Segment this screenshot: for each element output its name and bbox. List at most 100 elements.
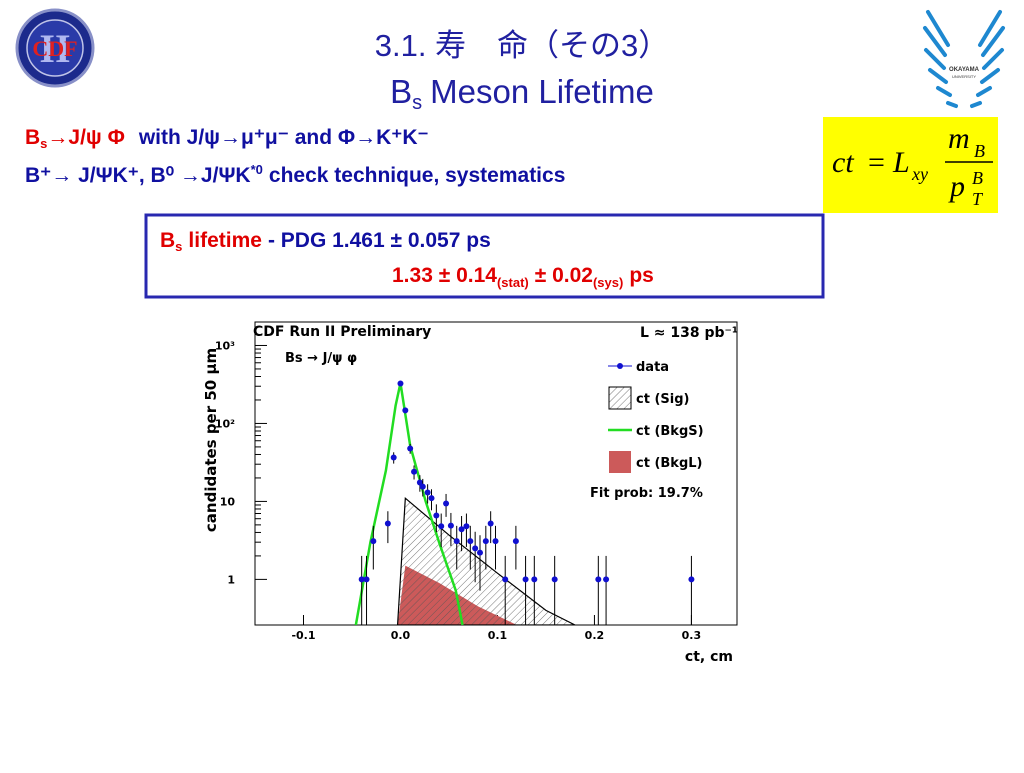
subtitle-part: Meson Lifetime xyxy=(430,73,654,110)
data-point xyxy=(502,576,509,583)
data-point xyxy=(463,523,470,530)
data-point xyxy=(407,445,414,452)
x-tick-label: -0.1 xyxy=(291,629,315,642)
text-part: ± 0.02 xyxy=(535,264,593,287)
data-point xyxy=(411,468,418,475)
text-part: check technique, systematics xyxy=(269,164,565,187)
text-part: →J/ψ Φ xyxy=(47,126,124,149)
data-point xyxy=(595,576,602,583)
bullet-line: B⁺→ J/ΨK⁺, B⁰ →J/ΨK*0 check technique, sy… xyxy=(25,162,565,187)
legend-label: data xyxy=(636,360,669,375)
data-point xyxy=(551,576,558,583)
text-part: 1.33 ± 0.14 xyxy=(392,264,497,287)
slide-subtitle: Bs Meson Lifetime xyxy=(390,73,654,114)
legend-swatch xyxy=(609,451,631,473)
okayama-logo: OKAYAMA UNIVERSITY xyxy=(923,10,1005,108)
formula-part: T xyxy=(972,189,984,209)
plot-title: CDF Run II Preliminary xyxy=(253,324,431,340)
text-sub: (sys) xyxy=(593,275,623,290)
annotation: Bs → J/ψ φ xyxy=(285,351,357,366)
data-point xyxy=(397,380,404,387)
data-point xyxy=(458,526,465,533)
legend-swatch xyxy=(617,363,623,369)
data-point xyxy=(603,576,610,583)
subtitle-part: B xyxy=(390,73,412,110)
annotation: L ≈ 138 pb⁻¹ xyxy=(640,325,738,341)
formula-box xyxy=(823,117,998,213)
data-point xyxy=(402,407,409,414)
data-point xyxy=(453,538,460,545)
logo-text: II xyxy=(39,26,70,71)
formula-part: B xyxy=(974,141,985,161)
bullet-line: Bs→J/ψ Φ with J/ψ→μ⁺μ⁻ and Φ→K⁺K⁻ xyxy=(25,126,429,151)
logo-text: OKAYAMA xyxy=(949,67,980,73)
data-point xyxy=(476,549,483,556)
legend-label: ct (BkgL) xyxy=(636,456,702,471)
result-line: Bs lifetime - PDG 1.461 ± 0.057 ps xyxy=(160,229,491,254)
text-part: B xyxy=(25,126,40,149)
formula-part: xy xyxy=(911,164,928,184)
data-point xyxy=(424,489,431,496)
data-point xyxy=(482,538,489,545)
signal-curve xyxy=(396,496,576,625)
annotation: Fit prob: 19.7% xyxy=(590,486,703,501)
x-tick-label: 0.1 xyxy=(488,629,508,642)
data-point xyxy=(390,454,397,461)
formula-part: = xyxy=(868,146,885,179)
legend-label: ct (Sig) xyxy=(636,392,689,407)
text-part: - PDG 1.461 ± 0.057 ps xyxy=(268,229,491,252)
data-point xyxy=(467,538,474,545)
result-box xyxy=(144,213,825,299)
text-sub: s xyxy=(175,239,182,254)
logo-text: CDF xyxy=(32,36,77,61)
data-point xyxy=(428,495,435,502)
legend-label: ct (BkgS) xyxy=(636,424,704,439)
y-axis-label: candidates per 50 μm xyxy=(202,348,220,532)
short-background-curve xyxy=(354,382,464,625)
data-point xyxy=(384,520,391,527)
plot-area xyxy=(354,380,695,625)
data-point xyxy=(370,538,377,545)
text-part: lifetime xyxy=(188,229,262,252)
formula-part: B xyxy=(972,168,983,188)
y-tick-label: 10³ xyxy=(215,339,235,352)
logo-text: UNIVERSITY xyxy=(952,74,976,79)
text-part: B⁺→ J/ΨK⁺, B⁰ →J/ΨK xyxy=(25,164,251,187)
x-tick-label: 0.0 xyxy=(391,629,411,642)
formula-part: L xyxy=(892,146,910,179)
x-tick-label: 0.3 xyxy=(682,629,702,642)
data-point xyxy=(433,512,440,519)
result-line: 1.33 ± 0.14(stat) ± 0.02(sys) ps xyxy=(392,264,654,290)
data-point xyxy=(688,576,695,583)
data-point xyxy=(358,576,365,583)
subtitle-sub: s xyxy=(412,92,422,114)
data-point xyxy=(443,500,450,507)
formula-part: m xyxy=(948,122,970,155)
formula-part: p xyxy=(948,170,965,203)
data-point xyxy=(419,483,426,490)
data-point xyxy=(492,538,499,545)
text-sub: s xyxy=(40,136,47,151)
data-point xyxy=(363,576,370,583)
text-sub: (stat) xyxy=(497,275,529,290)
y-tick-label: 10² xyxy=(215,417,235,430)
text-part: B xyxy=(160,229,175,252)
text-part: ps xyxy=(629,264,654,287)
data-point xyxy=(438,523,445,530)
data-point xyxy=(512,538,519,545)
slide-title: 3.1. 寿 命（その3） xyxy=(375,28,670,63)
x-axis-label: ct, cm xyxy=(685,649,733,665)
data-point xyxy=(487,520,494,527)
data-point xyxy=(522,576,529,583)
data-point xyxy=(472,545,479,552)
x-tick-label: 0.2 xyxy=(585,629,605,642)
text-sup: *0 xyxy=(251,162,263,177)
text-part: with J/ψ→μ⁺μ⁻ and Φ→K⁺K⁻ xyxy=(138,126,429,149)
y-tick-label: 10 xyxy=(220,495,236,508)
data-point xyxy=(531,576,538,583)
data-point xyxy=(447,522,454,529)
legend-swatch xyxy=(608,386,632,410)
y-tick-label: 1 xyxy=(227,573,235,586)
formula-part: ct xyxy=(832,146,854,179)
